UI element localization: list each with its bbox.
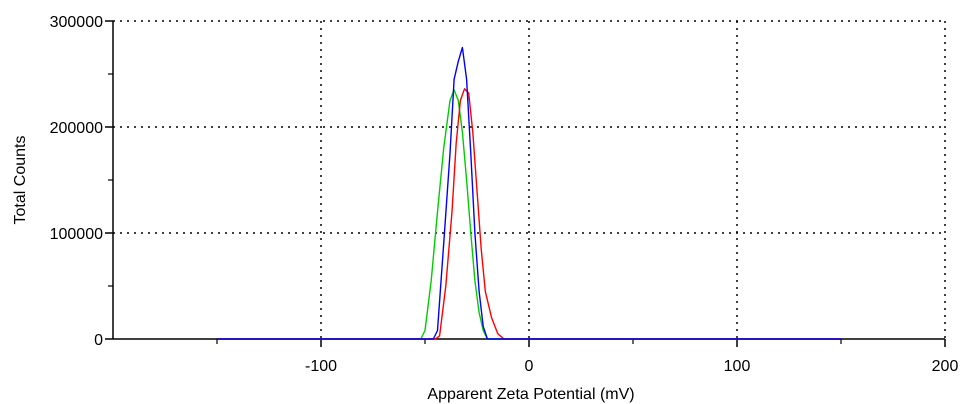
x-tick-label: 200 <box>932 358 959 375</box>
y-axis-title: Total Counts <box>12 136 29 225</box>
y-tick-label: 0 <box>94 332 103 349</box>
x-axis-title: Apparent Zeta Potential (mV) <box>427 386 634 403</box>
x-tick-label: -100 <box>305 358 337 375</box>
y-tick-label: 100000 <box>50 226 103 243</box>
x-tick-label: 0 <box>525 358 534 375</box>
series-line-3 <box>217 46 841 340</box>
axes <box>105 20 946 347</box>
series-line-2 <box>217 88 841 340</box>
y-tick-label: 200000 <box>50 120 103 137</box>
series-lines <box>217 46 841 340</box>
grid <box>113 20 946 339</box>
y-tick-label: 300000 <box>50 14 103 31</box>
y-tick-labels: 0 100000 200000 300000 <box>50 14 103 349</box>
x-tick-labels: -100 0 100 200 <box>305 358 958 375</box>
x-tick-label: 100 <box>724 358 751 375</box>
series-line-1 <box>217 89 841 340</box>
